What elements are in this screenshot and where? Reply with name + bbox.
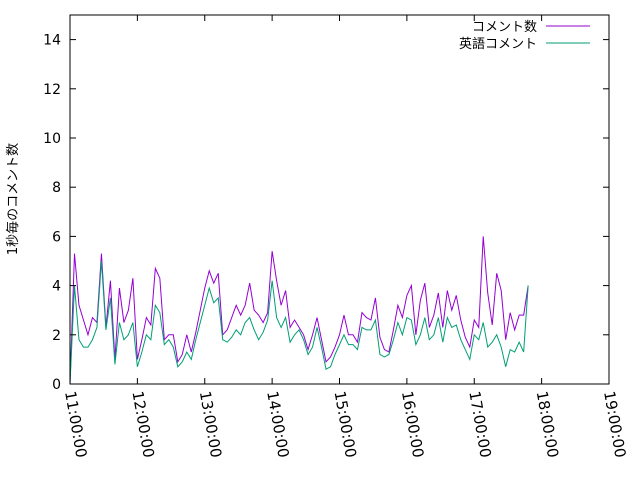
plot-frame (69, 14, 610, 385)
x-tick-label: 13:00:00 (196, 390, 225, 459)
x-tick-label: 12:00:00 (128, 390, 157, 459)
y-tick-label: 14 (43, 33, 61, 49)
x-tick-label: 15:00:00 (331, 390, 360, 459)
y-tick-label: 2 (52, 328, 61, 344)
y-tick-label: 6 (52, 229, 61, 245)
x-tick-label: 18:00:00 (533, 390, 562, 459)
y-tick-label: 4 (52, 279, 61, 295)
y-axis-label: 1秒毎のコメント数 (5, 143, 21, 255)
x-tick-label: 19:00:00 (600, 390, 629, 459)
series-layer (69, 236, 529, 385)
series-line-2 (69, 260, 529, 385)
y-tick-label: 10 (43, 131, 61, 147)
x-tick-label: 16:00:00 (398, 390, 427, 459)
x-tick-label: 17:00:00 (465, 390, 494, 459)
y-tick-label: 8 (52, 180, 61, 196)
y-tick-label: 0 (52, 377, 61, 393)
axis-layer: 0 2 4 6 8 10 12 14 11:00:00 12:00:00 13:00:00 14:00… (43, 15, 629, 459)
y-tick-label: 12 (43, 82, 61, 98)
x-tick-label: 14:00:00 (263, 390, 292, 459)
legend-label: 英語コメント (459, 36, 537, 52)
series-line-1 (69, 236, 529, 385)
x-tick-label: 11:00:00 (61, 390, 90, 459)
legend-label: コメント数 (472, 20, 537, 35)
